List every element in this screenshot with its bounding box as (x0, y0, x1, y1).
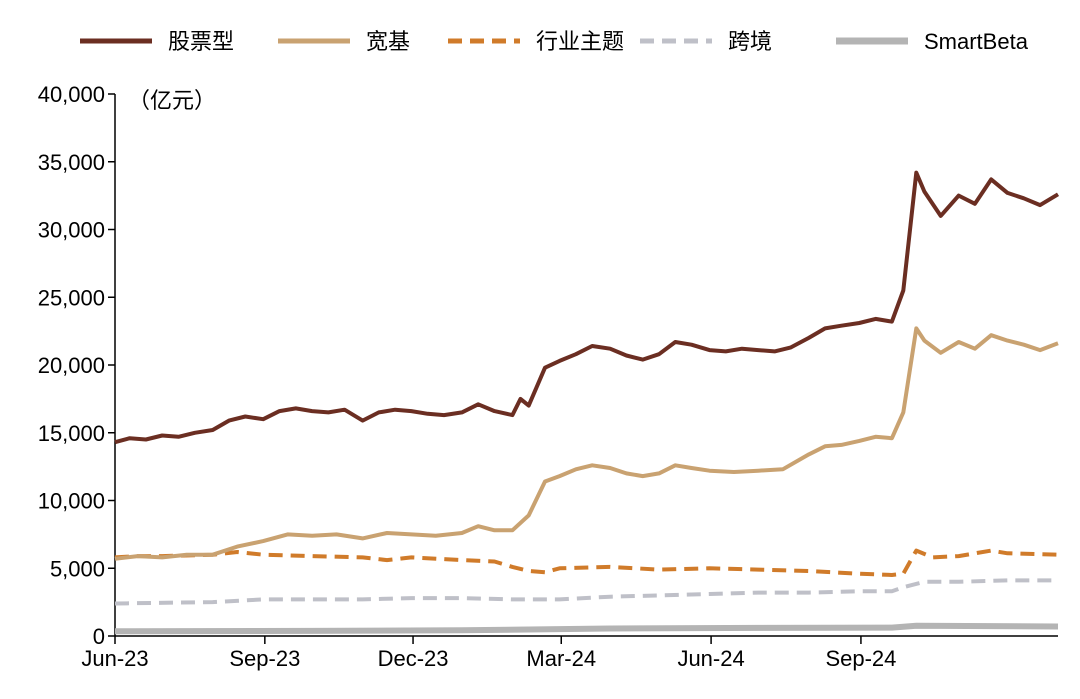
y-tick-label: 35,000 (38, 150, 105, 175)
x-tick-label: Sep-24 (825, 646, 896, 671)
legend-label-4: SmartBeta (924, 29, 1029, 54)
series-line-4 (114, 622, 1059, 635)
legend-label-1: 宽基 (366, 29, 410, 54)
legend-label-0: 股票型 (168, 29, 234, 54)
legend: 股票型 宽基 行业主题 跨境 SmartBeta (80, 29, 1029, 54)
x-tick-label: Jun-24 (677, 646, 744, 671)
unit-label: （亿元） (128, 88, 216, 113)
series-line-1 (114, 326, 1059, 561)
legend-label-2: 行业主题 (536, 29, 624, 54)
series-line-0 (114, 170, 1060, 445)
y-tick-label: 40,000 (38, 82, 105, 107)
y-tick-label: 20,000 (38, 353, 105, 378)
y-tick-label: 5,000 (50, 556, 105, 581)
series-line-3 (114, 578, 1058, 606)
series-layer (114, 170, 1060, 635)
y-tick-label: 15,000 (38, 421, 105, 446)
legend-label-3: 跨境 (728, 29, 772, 54)
x-tick-label: Jun-23 (81, 646, 148, 671)
x-tick-label: Mar-24 (526, 646, 596, 671)
x-tick-label: Dec-23 (378, 646, 449, 671)
series-line-2 (114, 548, 1059, 577)
y-tick-label: 30,000 (38, 218, 105, 243)
y-tick-label: 10,000 (38, 489, 105, 514)
x-tick-label: Sep-23 (229, 646, 300, 671)
axes: 0 5,000 10,000 15,000 20,000 25,000 30,000 35,0… (38, 82, 1058, 671)
y-tick-label: 0 (93, 624, 105, 649)
y-tick-label: 25,000 (38, 285, 105, 310)
